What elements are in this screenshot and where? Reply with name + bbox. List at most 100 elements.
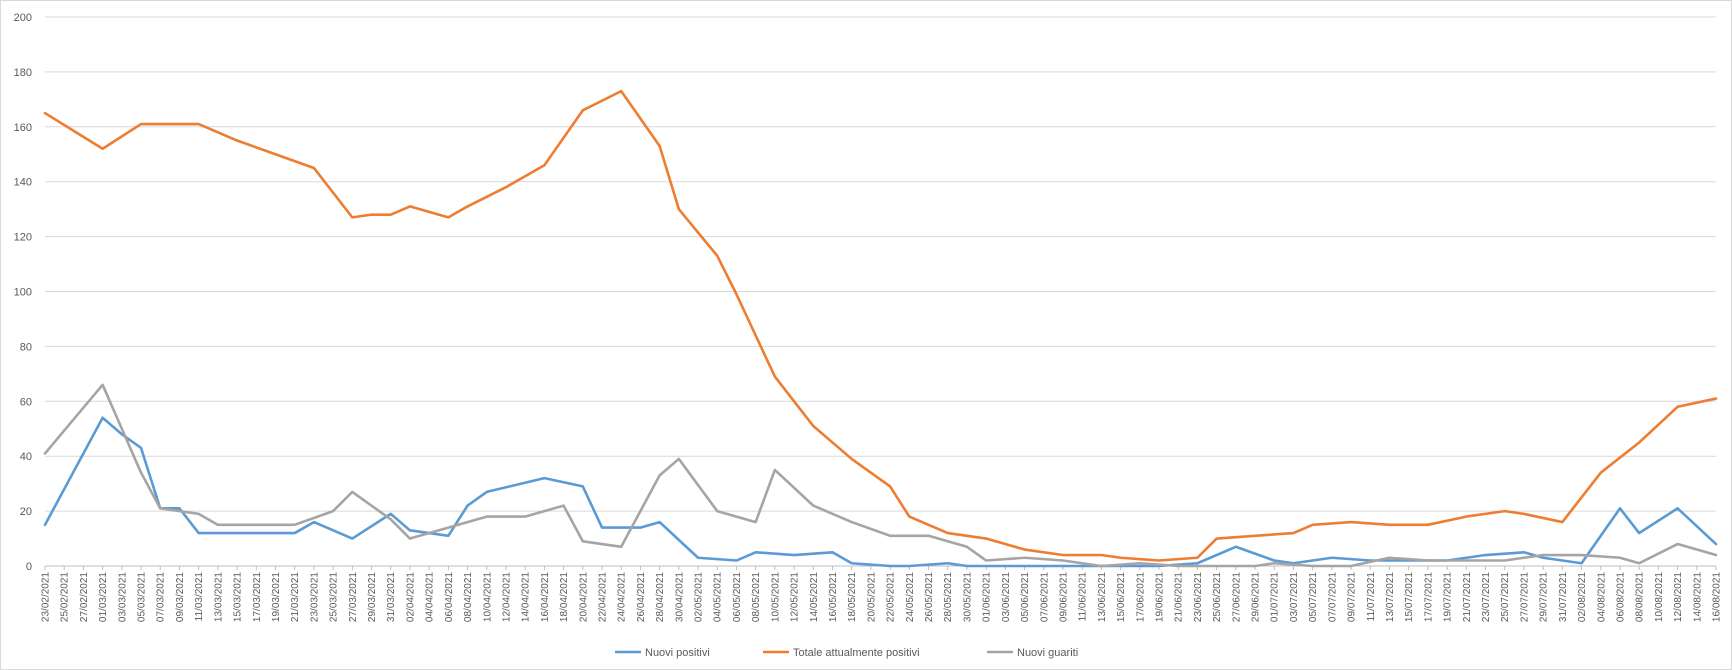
y-tick-label: 160 bbox=[14, 122, 32, 134]
series-line-0 bbox=[43, 416, 1718, 568]
x-tick-label: 15/06/2021 bbox=[1116, 572, 1127, 622]
x-tick-label: 11/06/2021 bbox=[1078, 572, 1089, 622]
x-tick-label: 26/04/2021 bbox=[636, 572, 647, 622]
x-tick-label: 28/04/2021 bbox=[655, 572, 666, 622]
x-tick-label: 08/04/2021 bbox=[463, 572, 474, 622]
x-tick-label: 25/02/2021 bbox=[60, 572, 71, 622]
y-tick-label: 40 bbox=[20, 451, 32, 463]
x-tick-label: 17/07/2021 bbox=[1423, 572, 1434, 622]
x-tick-label: 11/03/2021 bbox=[194, 572, 205, 622]
x-tick-label: 08/05/2021 bbox=[751, 572, 762, 622]
x-tick-label: 25/03/2021 bbox=[329, 572, 340, 622]
x-tick-label: 10/04/2021 bbox=[482, 572, 493, 622]
x-tick-label: 24/04/2021 bbox=[617, 572, 628, 622]
x-tick-label: 05/07/2021 bbox=[1308, 572, 1319, 622]
x-tick-label: 05/03/2021 bbox=[137, 572, 148, 622]
x-tick-label: 09/03/2021 bbox=[175, 572, 186, 622]
x-tick-label: 10/08/2021 bbox=[1654, 572, 1665, 622]
x-tick-label: 05/06/2021 bbox=[1020, 572, 1031, 622]
legend-label-0: Nuovi positivi bbox=[645, 647, 710, 659]
x-tick-label: 03/06/2021 bbox=[1001, 572, 1012, 622]
x-tick-label: 30/04/2021 bbox=[674, 572, 685, 622]
y-tick-label: 20 bbox=[20, 506, 32, 518]
x-tick-label: 27/02/2021 bbox=[79, 572, 90, 622]
x-tick-label: 29/07/2021 bbox=[1539, 572, 1550, 622]
x-tick-label: 11/07/2021 bbox=[1366, 572, 1377, 622]
x-tick-label: 07/06/2021 bbox=[1039, 572, 1050, 622]
x-tick-label: 27/07/2021 bbox=[1519, 572, 1530, 622]
x-tick-label: 31/07/2021 bbox=[1558, 572, 1569, 622]
x-tick-label: 06/05/2021 bbox=[732, 572, 743, 622]
x-tick-label: 13/03/2021 bbox=[213, 572, 224, 622]
x-tick-label: 15/07/2021 bbox=[1404, 572, 1415, 622]
x-tick-label: 10/05/2021 bbox=[770, 572, 781, 622]
x-tick-label: 16/05/2021 bbox=[828, 572, 839, 622]
y-tick-label: 60 bbox=[20, 396, 32, 408]
x-tick-label: 26/05/2021 bbox=[924, 572, 935, 622]
x-tick-label: 09/06/2021 bbox=[1058, 572, 1069, 622]
x-tick-label: 27/06/2021 bbox=[1231, 572, 1242, 622]
gridlines bbox=[44, 16, 1717, 570]
x-tick-label: 09/07/2021 bbox=[1347, 572, 1358, 622]
x-tick-label: 20/04/2021 bbox=[578, 572, 589, 622]
x-tick-label: 06/08/2021 bbox=[1615, 572, 1626, 622]
x-tick-label: 03/03/2021 bbox=[117, 572, 128, 622]
x-tick-label: 21/03/2021 bbox=[290, 572, 301, 622]
x-tick-label: 21/07/2021 bbox=[1462, 572, 1473, 622]
x-tick-label: 02/08/2021 bbox=[1577, 572, 1588, 622]
x-tick-label: 24/05/2021 bbox=[905, 572, 916, 622]
x-tick-label: 27/03/2021 bbox=[348, 572, 359, 622]
x-tick-label: 22/05/2021 bbox=[886, 572, 897, 622]
x-tick-label: 01/03/2021 bbox=[98, 572, 109, 622]
x-tick-label: 19/03/2021 bbox=[271, 572, 282, 622]
legend-label-2: Nuovi guariti bbox=[1017, 647, 1078, 659]
x-tick-label: 07/03/2021 bbox=[156, 572, 167, 622]
x-tick-label: 14/08/2021 bbox=[1692, 572, 1703, 622]
y-tick-label: 100 bbox=[14, 287, 32, 299]
y-tick-label: 180 bbox=[14, 67, 32, 79]
x-axis-tick-labels: 23/02/2021 25/02/2021 27/02/2021 01/03/2021… bbox=[41, 572, 1723, 622]
series-line-1 bbox=[43, 89, 1718, 562]
x-tick-label: 06/04/2021 bbox=[444, 572, 455, 622]
x-tick-label: 15/03/2021 bbox=[233, 572, 244, 622]
y-axis-tick-labels: 0 20 40 60 80 100 120 140 160 180 200 bbox=[14, 12, 32, 573]
y-tick-label: 120 bbox=[14, 232, 32, 244]
x-tick-label: 22/04/2021 bbox=[598, 572, 609, 622]
x-tick-label: 02/05/2021 bbox=[694, 572, 705, 622]
x-tick-label: 19/06/2021 bbox=[1155, 572, 1166, 622]
x-tick-label: 02/04/2021 bbox=[405, 572, 416, 622]
series-line-2 bbox=[43, 383, 1718, 568]
x-tick-label: 23/02/2021 bbox=[41, 572, 52, 622]
x-tick-label: 01/06/2021 bbox=[982, 572, 993, 622]
x-tick-label: 04/05/2021 bbox=[713, 572, 724, 622]
x-tick-label: 23/06/2021 bbox=[1193, 572, 1204, 622]
x-tick-label: 17/03/2021 bbox=[252, 572, 263, 622]
x-tick-label: 18/04/2021 bbox=[559, 572, 570, 622]
x-tick-label: 16/08/2021 bbox=[1712, 572, 1723, 622]
x-tick-label: 23/07/2021 bbox=[1481, 572, 1492, 622]
x-tick-label: 21/06/2021 bbox=[1174, 572, 1185, 622]
x-tick-label: 20/05/2021 bbox=[866, 572, 877, 622]
x-tick-label: 16/04/2021 bbox=[540, 572, 551, 622]
x-tick-label: 12/04/2021 bbox=[501, 572, 512, 622]
x-tick-label: 01/07/2021 bbox=[1270, 572, 1281, 622]
x-tick-label: 19/07/2021 bbox=[1443, 572, 1454, 622]
x-tick-label: 12/05/2021 bbox=[790, 572, 801, 622]
x-tick-label: 13/06/2021 bbox=[1097, 572, 1108, 622]
legend: Nuovi positivi Totale attualmente positiv… bbox=[615, 647, 1078, 659]
y-tick-label: 80 bbox=[20, 341, 32, 353]
y-tick-label: 140 bbox=[14, 177, 32, 189]
x-tick-label: 31/03/2021 bbox=[386, 572, 397, 622]
x-tick-label: 23/03/2021 bbox=[309, 572, 320, 622]
x-tick-label: 12/08/2021 bbox=[1673, 572, 1684, 622]
x-tick-label: 14/05/2021 bbox=[809, 572, 820, 622]
x-tick-label: 17/06/2021 bbox=[1135, 572, 1146, 622]
x-tick-label: 08/08/2021 bbox=[1635, 572, 1646, 622]
x-tick-label: 14/04/2021 bbox=[521, 572, 532, 622]
x-tick-label: 29/06/2021 bbox=[1251, 572, 1262, 622]
y-tick-label: 200 bbox=[14, 12, 32, 24]
x-tick-label: 25/06/2021 bbox=[1212, 572, 1223, 622]
x-tick-label: 28/05/2021 bbox=[943, 572, 954, 622]
